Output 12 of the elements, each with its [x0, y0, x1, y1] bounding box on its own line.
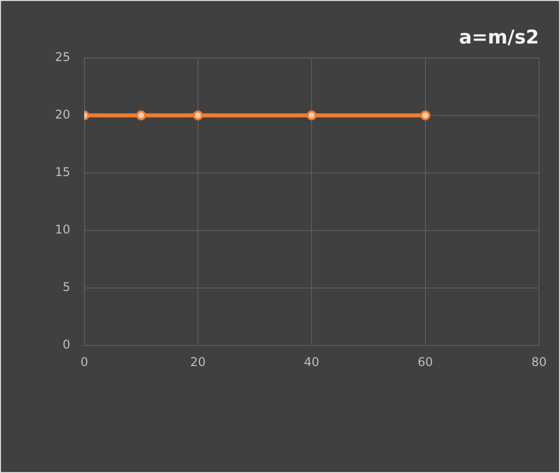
y-tick-label: 10 — [54, 222, 70, 237]
y-tick-label: 0 — [62, 338, 70, 352]
y-tick-label: 5 — [62, 280, 70, 294]
x-tick-label: 20 — [190, 354, 206, 369]
x-tick-label: 0 — [80, 354, 88, 369]
x-tick-label: 60 — [418, 354, 433, 369]
y-tick-label: 25 — [54, 50, 70, 64]
chart-title: a=m/s2 — [458, 26, 539, 48]
x-tick-label: 80 — [531, 354, 547, 369]
y-tick-label: 15 — [54, 165, 70, 180]
y-tick-label: 20 — [54, 107, 70, 122]
x-tick-label: 40 — [304, 354, 320, 369]
